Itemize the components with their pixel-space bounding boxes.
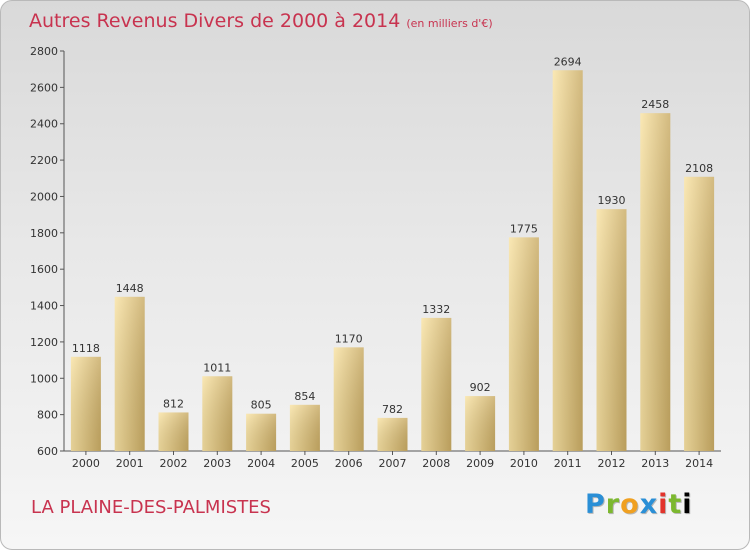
x-tick-label: 2011: [554, 457, 582, 470]
x-tick-label: 2005: [291, 457, 319, 470]
proxiti-logo[interactable]: Proxiti: [585, 489, 693, 520]
x-tick-label: 2009: [466, 457, 494, 470]
bar-value-label: 1118: [72, 342, 100, 355]
chart-unit-text: (en milliers d'€): [406, 17, 493, 30]
bar-value-label: 902: [470, 381, 491, 394]
x-tick-label: 2002: [160, 457, 188, 470]
bar-shade: [421, 317, 452, 451]
bar-value-label: 1170: [335, 332, 363, 345]
bar-shade: [158, 412, 189, 451]
y-tick-label: 1200: [30, 336, 58, 349]
bar-shade: [377, 417, 408, 451]
bar-shade: [246, 413, 277, 451]
y-tick-label: 800: [37, 409, 58, 422]
bar-value-label: 805: [251, 399, 272, 412]
chart-title-text: Autres Revenus Divers de 2000 à 2014: [29, 10, 401, 32]
bar-shade: [596, 209, 627, 451]
x-tick-label: 2014: [685, 457, 713, 470]
y-tick-label: 1800: [30, 227, 58, 240]
bar-value-label: 1011: [203, 361, 231, 374]
y-tick-label: 2000: [30, 190, 58, 203]
logo-letter: o: [620, 489, 640, 520]
x-tick-label: 2006: [335, 457, 363, 470]
x-tick-label: 2008: [422, 457, 450, 470]
y-tick-label: 2600: [30, 81, 58, 94]
bar-shade: [508, 237, 539, 451]
y-tick-label: 1400: [30, 300, 58, 313]
bar-shade: [640, 113, 671, 451]
bar-shade: [465, 396, 496, 451]
bar-shade: [202, 376, 233, 451]
x-tick-label: 2013: [641, 457, 669, 470]
chart-title: Autres Revenus Divers de 2000 à 2014 (en …: [29, 10, 493, 32]
logo-letter: i: [682, 489, 693, 520]
x-tick-label: 2007: [379, 457, 407, 470]
bar-value-label: 812: [163, 397, 184, 410]
bar-shade: [333, 347, 364, 451]
y-tick-label: 600: [37, 445, 58, 458]
bar-value-label: 1930: [598, 194, 626, 207]
x-tick-label: 2004: [247, 457, 275, 470]
value-labels-group: 1118 1448 812 1011 805 854 1170 782 1332 902 1775 2…: [72, 55, 713, 416]
bar-value-label: 2458: [641, 98, 669, 111]
place-name: LA PLAINE-DES-PALMISTES: [31, 497, 271, 518]
bar-shade: [684, 176, 715, 451]
bar-value-label: 782: [382, 403, 403, 416]
x-tick-label: 2001: [116, 457, 144, 470]
bar-value-label: 2694: [554, 55, 582, 68]
logo-letter: i: [658, 489, 669, 520]
bars-group: [70, 70, 715, 451]
bar-shade: [552, 70, 583, 451]
x-tick-label: 2000: [72, 457, 100, 470]
bar-shade: [289, 404, 320, 451]
bar-shade: [114, 296, 145, 451]
bar-value-label: 2108: [685, 162, 713, 175]
x-tick-label: 2003: [203, 457, 231, 470]
y-tick-label: 1000: [30, 372, 58, 385]
y-tick-label: 1600: [30, 263, 58, 276]
logo-letter: t: [668, 489, 683, 520]
y-tick-label: 2800: [30, 45, 58, 58]
y-tick-label: 2400: [30, 118, 58, 131]
x-tick-label: 2012: [598, 457, 626, 470]
bar-value-label: 1448: [116, 282, 144, 295]
logo-letter: x: [639, 489, 659, 520]
bar-shade: [70, 356, 101, 451]
bar-value-label: 1775: [510, 222, 538, 235]
y-tick-label: 2200: [30, 154, 58, 167]
x-axis: 2000 2001 2002 2003 2004 2005 2006 2007 2008 2009…: [64, 450, 721, 470]
logo-letter: r: [605, 489, 621, 520]
x-tick-label: 2010: [510, 457, 538, 470]
bar-value-label: 1332: [422, 303, 450, 316]
logo-letter: P: [585, 489, 606, 520]
y-axis: 600 800 1000 1200 1400 1600 1800 2000 2200 2400 26…: [30, 45, 65, 458]
bar-value-label: 854: [294, 390, 315, 403]
